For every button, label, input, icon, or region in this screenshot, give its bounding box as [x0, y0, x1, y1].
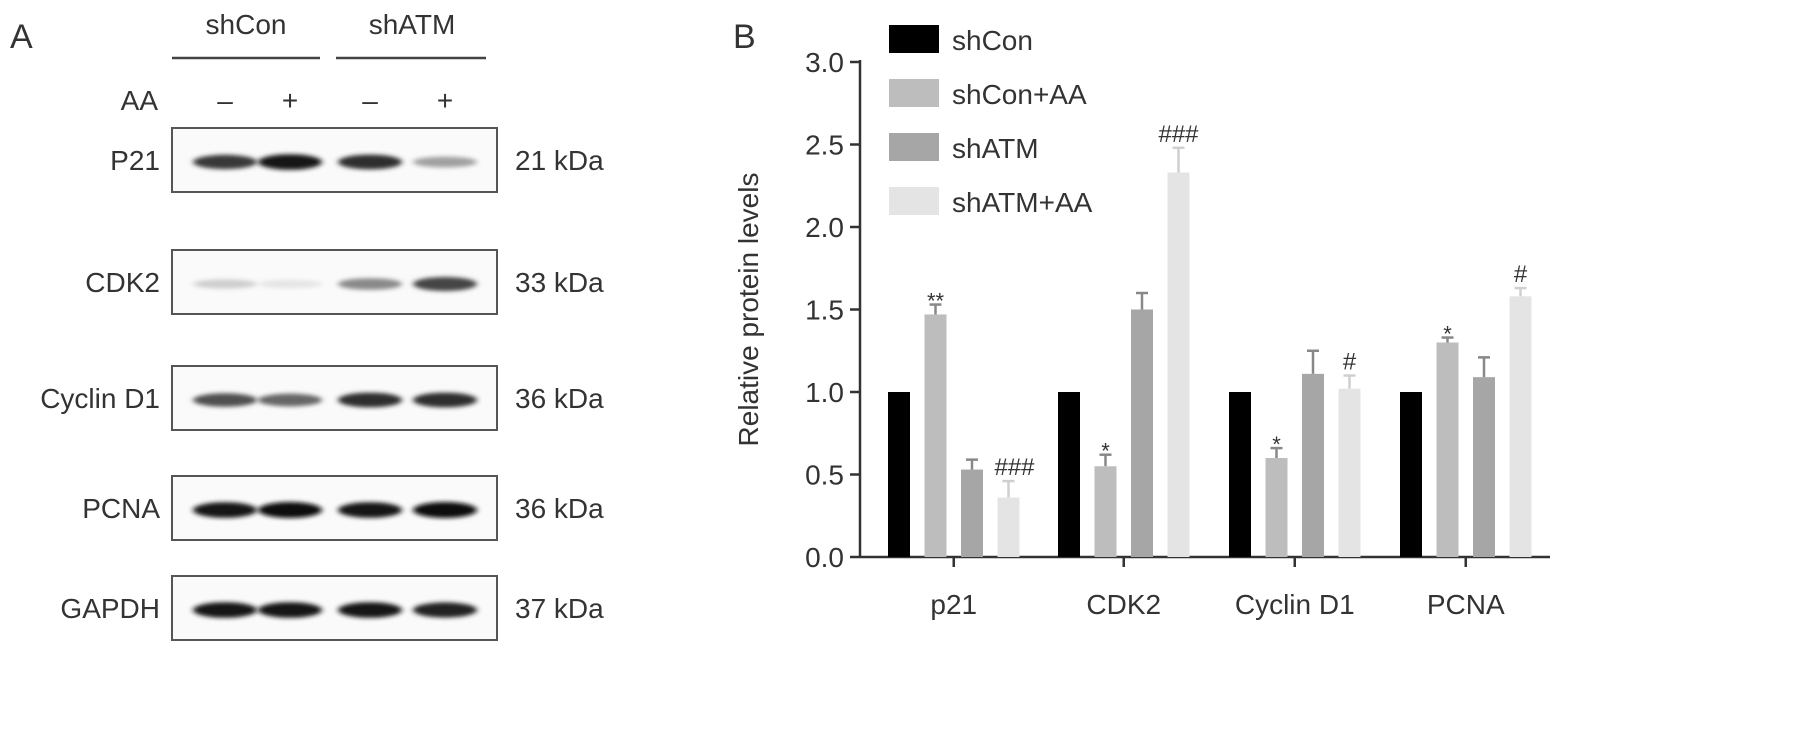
band: [413, 392, 477, 408]
protein-label: P21: [110, 145, 160, 176]
x-tick-label: PCNA: [1427, 589, 1505, 620]
band: [258, 279, 322, 289]
legend-swatch: [889, 187, 939, 215]
bar: [1131, 309, 1153, 557]
x-tick-label: p21: [930, 589, 977, 620]
group-label-shcon: shCon: [206, 9, 287, 40]
panel-b-label: B: [733, 18, 756, 56]
band: [193, 279, 257, 289]
bar: [1167, 172, 1190, 558]
band: [338, 602, 402, 618]
legend-label: shATM+AA: [952, 187, 1093, 218]
significance-label: *: [1101, 439, 1110, 464]
legend-label: shCon+AA: [952, 79, 1087, 110]
blot-cyclin-d1: Cyclin D1 36 kDa: [40, 365, 604, 431]
band: [258, 602, 322, 618]
bar: [1509, 296, 1532, 557]
y-tick-label: 0.5: [805, 460, 844, 491]
legend-item: shATM: [889, 133, 1039, 164]
size-label: 36 kDa: [515, 383, 604, 414]
band: [193, 154, 257, 170]
band: [258, 154, 322, 170]
bar: [1338, 388, 1361, 557]
significance-label: *: [1272, 432, 1281, 457]
bar: [1058, 392, 1080, 557]
significance-label: **: [927, 289, 945, 314]
x-tick-label: CDK2: [1086, 589, 1161, 620]
group-label-shatm: shATM: [369, 9, 456, 40]
size-label: 33 kDa: [515, 267, 604, 298]
x-tick-label: Cyclin D1: [1235, 589, 1355, 620]
bar: [1473, 377, 1495, 557]
bar: [924, 314, 947, 557]
band: [413, 156, 477, 168]
panel-a-label: A: [10, 18, 33, 56]
legend-swatch: [889, 79, 939, 107]
protein-label: GAPDH: [60, 593, 160, 624]
band: [258, 502, 322, 518]
bar: [1094, 466, 1117, 557]
band: [413, 277, 477, 291]
treatment-mark: –: [217, 85, 233, 116]
legend-swatch: [889, 25, 939, 53]
band: [413, 502, 477, 518]
significance-label: ###: [994, 454, 1035, 481]
band: [338, 154, 402, 170]
y-tick-label: 2.5: [805, 130, 844, 161]
protein-label: CDK2: [85, 267, 160, 298]
bar: [1265, 458, 1288, 557]
band: [338, 502, 402, 518]
bar: [997, 497, 1020, 557]
blot-p21: P21 21 kDa: [110, 127, 604, 193]
size-label: 37 kDa: [515, 593, 604, 624]
blot-cdk2: CDK2 33 kDa: [85, 249, 604, 315]
y-tick-label: 1.5: [805, 295, 844, 326]
legend-item: shCon: [889, 25, 1033, 56]
significance-label: #: [1514, 261, 1528, 288]
y-tick-label: 3.0: [805, 47, 844, 78]
bar: [961, 469, 983, 557]
band: [413, 602, 477, 618]
size-label: 21 kDa: [515, 145, 604, 176]
bar: [1436, 342, 1459, 557]
protein-label: PCNA: [82, 493, 160, 524]
y-tick-label: 0.0: [805, 542, 844, 573]
band: [193, 602, 257, 618]
treatment-mark: +: [282, 85, 298, 116]
y-tick-label: 1.0: [805, 377, 844, 408]
legend-swatch: [889, 133, 939, 161]
band: [193, 502, 257, 518]
y-tick-label: 2.0: [805, 212, 844, 243]
significance-label: #: [1343, 349, 1357, 376]
band: [338, 278, 402, 290]
legend-item: shCon+AA: [889, 79, 1087, 110]
bar: [1229, 392, 1251, 557]
blot-gapdh: GAPDH 37 kDa: [60, 575, 604, 641]
blot-pcna: PCNA 36 kDa: [82, 475, 604, 541]
treatment-label: AA: [121, 85, 159, 116]
treatment-mark: –: [362, 85, 378, 116]
band: [193, 393, 257, 407]
significance-label: ###: [1158, 121, 1199, 148]
legend-label: shCon: [952, 25, 1033, 56]
band: [258, 393, 322, 407]
significance-label: *: [1443, 322, 1452, 347]
legend-item: shATM+AA: [889, 187, 1093, 218]
size-label: 36 kDa: [515, 493, 604, 524]
y-axis-label: Relative protein levels: [733, 173, 764, 447]
legend-label: shATM: [952, 133, 1039, 164]
band: [338, 392, 402, 408]
bar: [1400, 392, 1422, 557]
bar: [1302, 373, 1324, 557]
protein-label: Cyclin D1: [40, 383, 160, 414]
treatment-mark: +: [437, 85, 453, 116]
bar: [888, 392, 910, 557]
